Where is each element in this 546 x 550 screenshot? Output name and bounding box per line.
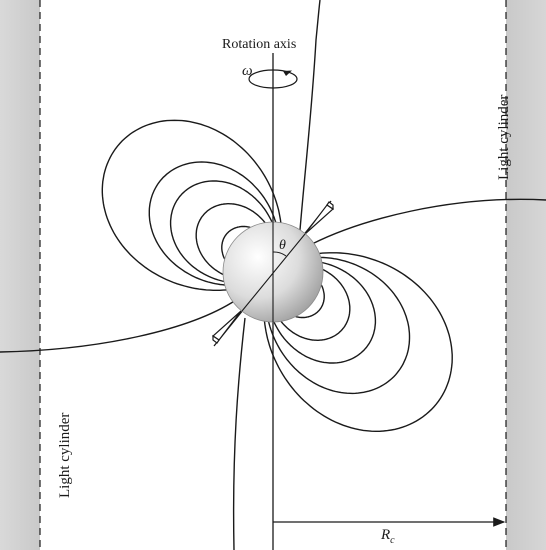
field-line-lower-right	[263, 252, 453, 432]
field-line-lower-right	[273, 261, 377, 364]
rc-main: R	[381, 527, 391, 543]
theta-symbol: θ	[279, 238, 286, 253]
theta-angle-arc	[272, 251, 287, 257]
open-field-line-bottom	[232, 317, 246, 550]
rc-sub: c	[390, 535, 395, 546]
beam-cone-lower	[212, 310, 242, 344]
rc-label: Rc	[381, 527, 395, 546]
field-line-lower-right	[280, 268, 351, 341]
field-line-lower-right	[267, 256, 411, 395]
light-cylinder-right-label: Light cylinder	[496, 94, 512, 180]
rotation-axis-label: Rotation axis	[222, 37, 297, 52]
field-line-upper-left	[221, 225, 251, 260]
rotation-arrow-icon	[283, 70, 292, 76]
open-field-line-left	[0, 299, 237, 353]
open-field-line-top	[299, 0, 321, 231]
field-line-upper-left	[148, 161, 277, 286]
light-cylinder-left-label: Light cylinder	[57, 412, 73, 498]
open-field-line-right	[311, 198, 546, 245]
right-outside-shade	[506, 0, 546, 550]
omega-symbol: ω	[242, 63, 253, 79]
rotation-direction-ellipse	[248, 69, 298, 89]
field-line-upper-left	[101, 119, 282, 291]
field-line-lower-right	[295, 284, 325, 319]
field-line-upper-left	[169, 180, 273, 283]
magnetic-axis-over-star	[241, 233, 306, 312]
beam-cone-upper	[304, 201, 334, 235]
left-outside-shade	[0, 0, 40, 550]
field-line-upper-left	[195, 203, 266, 276]
